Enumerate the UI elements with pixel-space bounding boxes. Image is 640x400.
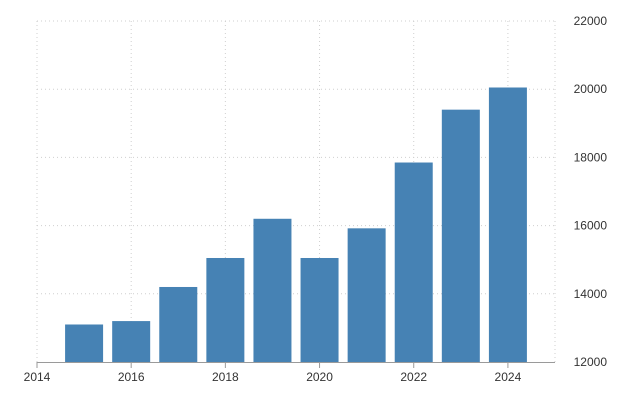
x-axis-ticks: 2014 2016 2018 2020 2022 2024 <box>24 362 522 384</box>
x-tick-label: 2014 <box>24 370 51 384</box>
x-tick-label: 2016 <box>118 370 145 384</box>
y-axis-ticks: 12000 14000 16000 18000 20000 22000 <box>574 14 608 369</box>
bar-2019 <box>253 218 292 362</box>
bars <box>65 87 527 363</box>
x-tick-label: 2018 <box>212 370 239 384</box>
bar-2015 <box>65 324 104 362</box>
bar-2018 <box>206 257 245 362</box>
y-tick-label: 20000 <box>574 82 608 96</box>
bar-2016 <box>112 321 151 362</box>
y-tick-label: 16000 <box>574 219 608 233</box>
y-tick-label: 18000 <box>574 150 608 164</box>
bar-2022 <box>394 162 433 362</box>
bar-2020 <box>300 257 339 362</box>
y-tick-label: 12000 <box>574 355 608 369</box>
bar-2023 <box>441 109 480 362</box>
x-tick-label: 2022 <box>400 370 427 384</box>
x-tick-label: 2020 <box>306 370 333 384</box>
bar-2017 <box>159 286 198 362</box>
bar-2021 <box>347 228 386 362</box>
x-tick-label: 2024 <box>495 370 522 384</box>
bar-2024 <box>488 87 527 363</box>
y-tick-label: 14000 <box>574 287 608 301</box>
y-tick-label: 22000 <box>574 14 608 28</box>
